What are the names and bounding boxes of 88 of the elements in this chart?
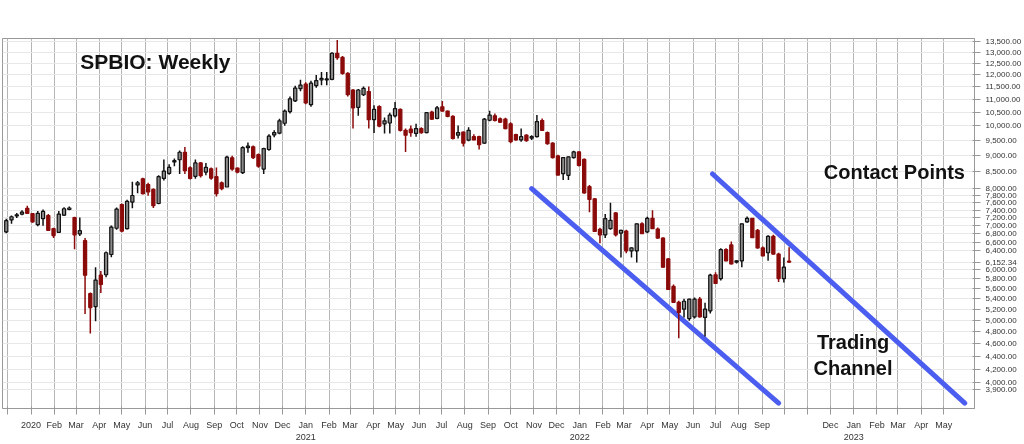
- y-tick-label: 12,000.00: [985, 70, 1022, 80]
- y-tick-label: 5,400.00: [985, 294, 1018, 304]
- annotation: Contact Points: [823, 160, 965, 183]
- x-tick-label: Jul: [161, 419, 174, 430]
- x-tick-label: Sep: [206, 419, 223, 430]
- candlestick: [371, 104, 377, 134]
- x-tick-label: Jun: [137, 419, 153, 430]
- y-tick-label: 5,600.00: [985, 283, 1018, 293]
- candlestick: [98, 270, 103, 294]
- x-tick-label: Feb: [869, 419, 885, 430]
- y-tick-label: 9,000.00: [985, 150, 1018, 160]
- x-tick-label: Jun: [411, 419, 427, 430]
- x-tick-label: Sep: [480, 419, 497, 430]
- x-tick-label: Aug: [456, 419, 473, 430]
- candlestick: [765, 234, 771, 262]
- x-tick-label: Oct: [229, 419, 245, 430]
- x-tick-label: Feb: [46, 419, 63, 430]
- y-tick-label: 5,200.00: [985, 304, 1018, 314]
- candlestick: [613, 211, 618, 238]
- y-tick-label: 5,000.00: [985, 315, 1018, 325]
- x-tick-label: Nov: [525, 419, 543, 430]
- x-tick-label: Sep: [754, 419, 771, 430]
- y-tick-label: 13,000.00: [985, 47, 1022, 57]
- annotation: Trading Channel: [813, 330, 893, 380]
- candlestick: [786, 246, 792, 264]
- y-tick-label: 4,200.00: [985, 364, 1018, 374]
- y-tick-label: 4,400.00: [985, 351, 1018, 361]
- y-tick-label: 10,000.00: [985, 121, 1022, 131]
- x-tick-label: Apr: [366, 419, 381, 430]
- x-tick-label: Dec: [274, 419, 291, 430]
- text: SPBIO: Weekly: [80, 49, 231, 73]
- x-tick-label: May: [387, 419, 405, 430]
- y-tick-label: 4,800.00: [985, 327, 1018, 337]
- candlestick: [781, 256, 787, 284]
- y-tick-label: 11,000.00: [985, 94, 1022, 104]
- y-tick-label: 6,152.34: [985, 257, 1018, 267]
- y-tick-label: 6,400.00: [985, 246, 1018, 256]
- y-tick-label: 7,000.00: [985, 221, 1018, 231]
- y-tick-label: 7,200.00: [985, 213, 1018, 223]
- candlestick: [697, 296, 702, 319]
- y-tick-label: 11,500.00: [985, 82, 1022, 92]
- x-tick-label: Mar: [890, 419, 906, 430]
- candlestick: [177, 149, 182, 175]
- y-tick-label: 7,600.00: [985, 198, 1018, 208]
- x-tick-label: Jan 2022: [569, 419, 590, 442]
- candlestick: [182, 146, 188, 175]
- x-tick-label: Apr: [92, 419, 107, 430]
- y-tick-label: 13,500.00: [985, 37, 1022, 47]
- y-tick-label: 7,400.00: [985, 205, 1018, 215]
- x-tick-label: Jul: [435, 419, 448, 430]
- x-tick-label: Jan 2023: [843, 419, 864, 442]
- y-tick-label: 9,500.00: [985, 135, 1018, 145]
- y-tick-label: 3,900.00: [985, 385, 1018, 395]
- x-tick-label: May: [935, 419, 953, 430]
- candlestick: [88, 291, 93, 335]
- x-tick-label: Mar: [68, 419, 84, 430]
- x-tick-label: Feb: [321, 419, 337, 430]
- x-tick-label: Apr: [914, 419, 929, 430]
- y-tick-label: 8,000.00: [985, 183, 1018, 193]
- candlestick: [77, 216, 82, 237]
- x-tick-label: Nov: [251, 419, 269, 430]
- x-tick-label: Jul: [709, 419, 722, 430]
- x-tick-label: May: [661, 419, 679, 430]
- x-tick-label: May: [113, 419, 131, 430]
- candlestick: [193, 158, 198, 180]
- x-tick-label: Mar: [616, 419, 632, 430]
- y-tick-label: 12,500.00: [985, 58, 1022, 68]
- x-tick-label: Mar: [342, 419, 358, 430]
- y-tick-label: 4,000.00: [985, 378, 1018, 388]
- candlestick: [618, 229, 624, 259]
- candlestick: [308, 80, 314, 108]
- y-tick-label: 10,500.00: [985, 107, 1022, 117]
- y-tick-label: 6,800.00: [985, 229, 1018, 239]
- y-tick-label: 6,600.00: [985, 237, 1018, 247]
- x-tick-label: Jun: [685, 419, 701, 430]
- candlestick: [72, 216, 77, 250]
- x-tick-label: Aug: [730, 419, 747, 430]
- y-tick-label: 5,800.00: [985, 274, 1018, 284]
- x-tick-label: Dec: [822, 419, 839, 430]
- x-tick-label: Oct: [503, 419, 519, 430]
- y-tick-label: 4,600.00: [985, 339, 1018, 349]
- x-tick-label: Jan 2021: [295, 419, 316, 442]
- x-tick-label: Apr: [640, 419, 655, 430]
- x-tick-label: Dec: [548, 419, 565, 430]
- x-tick-label: Feb: [595, 419, 611, 430]
- x-tick-label: 2020: [21, 419, 42, 430]
- y-tick-label: 8,500.00: [985, 166, 1018, 176]
- x-tick-label: Aug: [182, 419, 199, 430]
